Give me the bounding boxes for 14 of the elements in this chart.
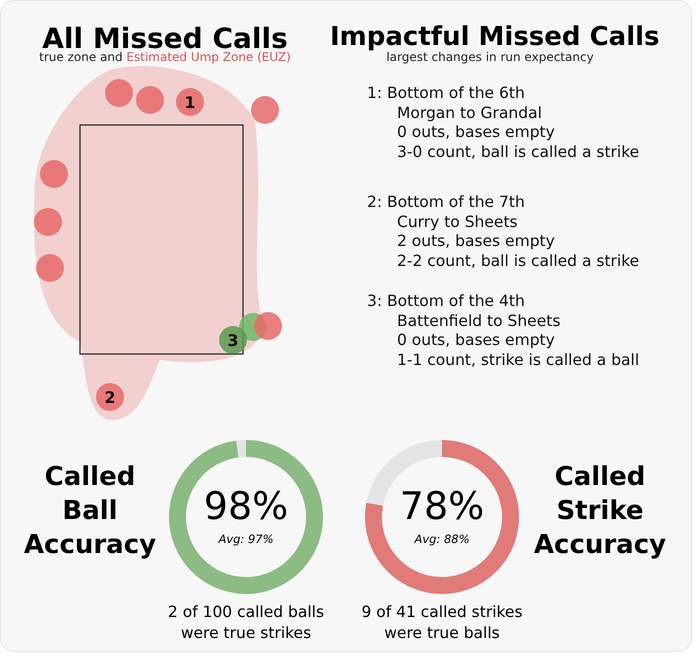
text: 3: Bottom of the 4th Battenfield to Sheets 0 outs, bases empty 1-1 count, strike is called a ball — [367, 292, 640, 370]
legend-title: Estimated Ump Zone (EUZ) — [126, 50, 291, 64]
text: Avg: 88% — [413, 532, 471, 546]
data-label: 98% — [204, 484, 288, 528]
text: 2: Bottom of the 7th Curry to Sheets 2 outs, bases empty 2-2 count, ball is called a strike — [367, 193, 640, 271]
text: largest changes in run expectancy — [386, 50, 595, 64]
text: Impactful Missed Calls — [330, 22, 660, 52]
text: Avg: 97% — [217, 532, 275, 546]
text: 1: Bottom of the 6th Morgan to Grandal 0 outs, bases empty 3-0 count, ball is called a strike — [367, 84, 640, 162]
text: 2 of 100 called balls were true strikes — [166, 602, 326, 644]
text: 9 of 41 called strikes were true balls — [360, 602, 524, 644]
text: Called Strike Accuracy — [532, 461, 668, 562]
text: Called Ball Accuracy — [22, 461, 158, 562]
data-label: 78% — [400, 484, 484, 528]
